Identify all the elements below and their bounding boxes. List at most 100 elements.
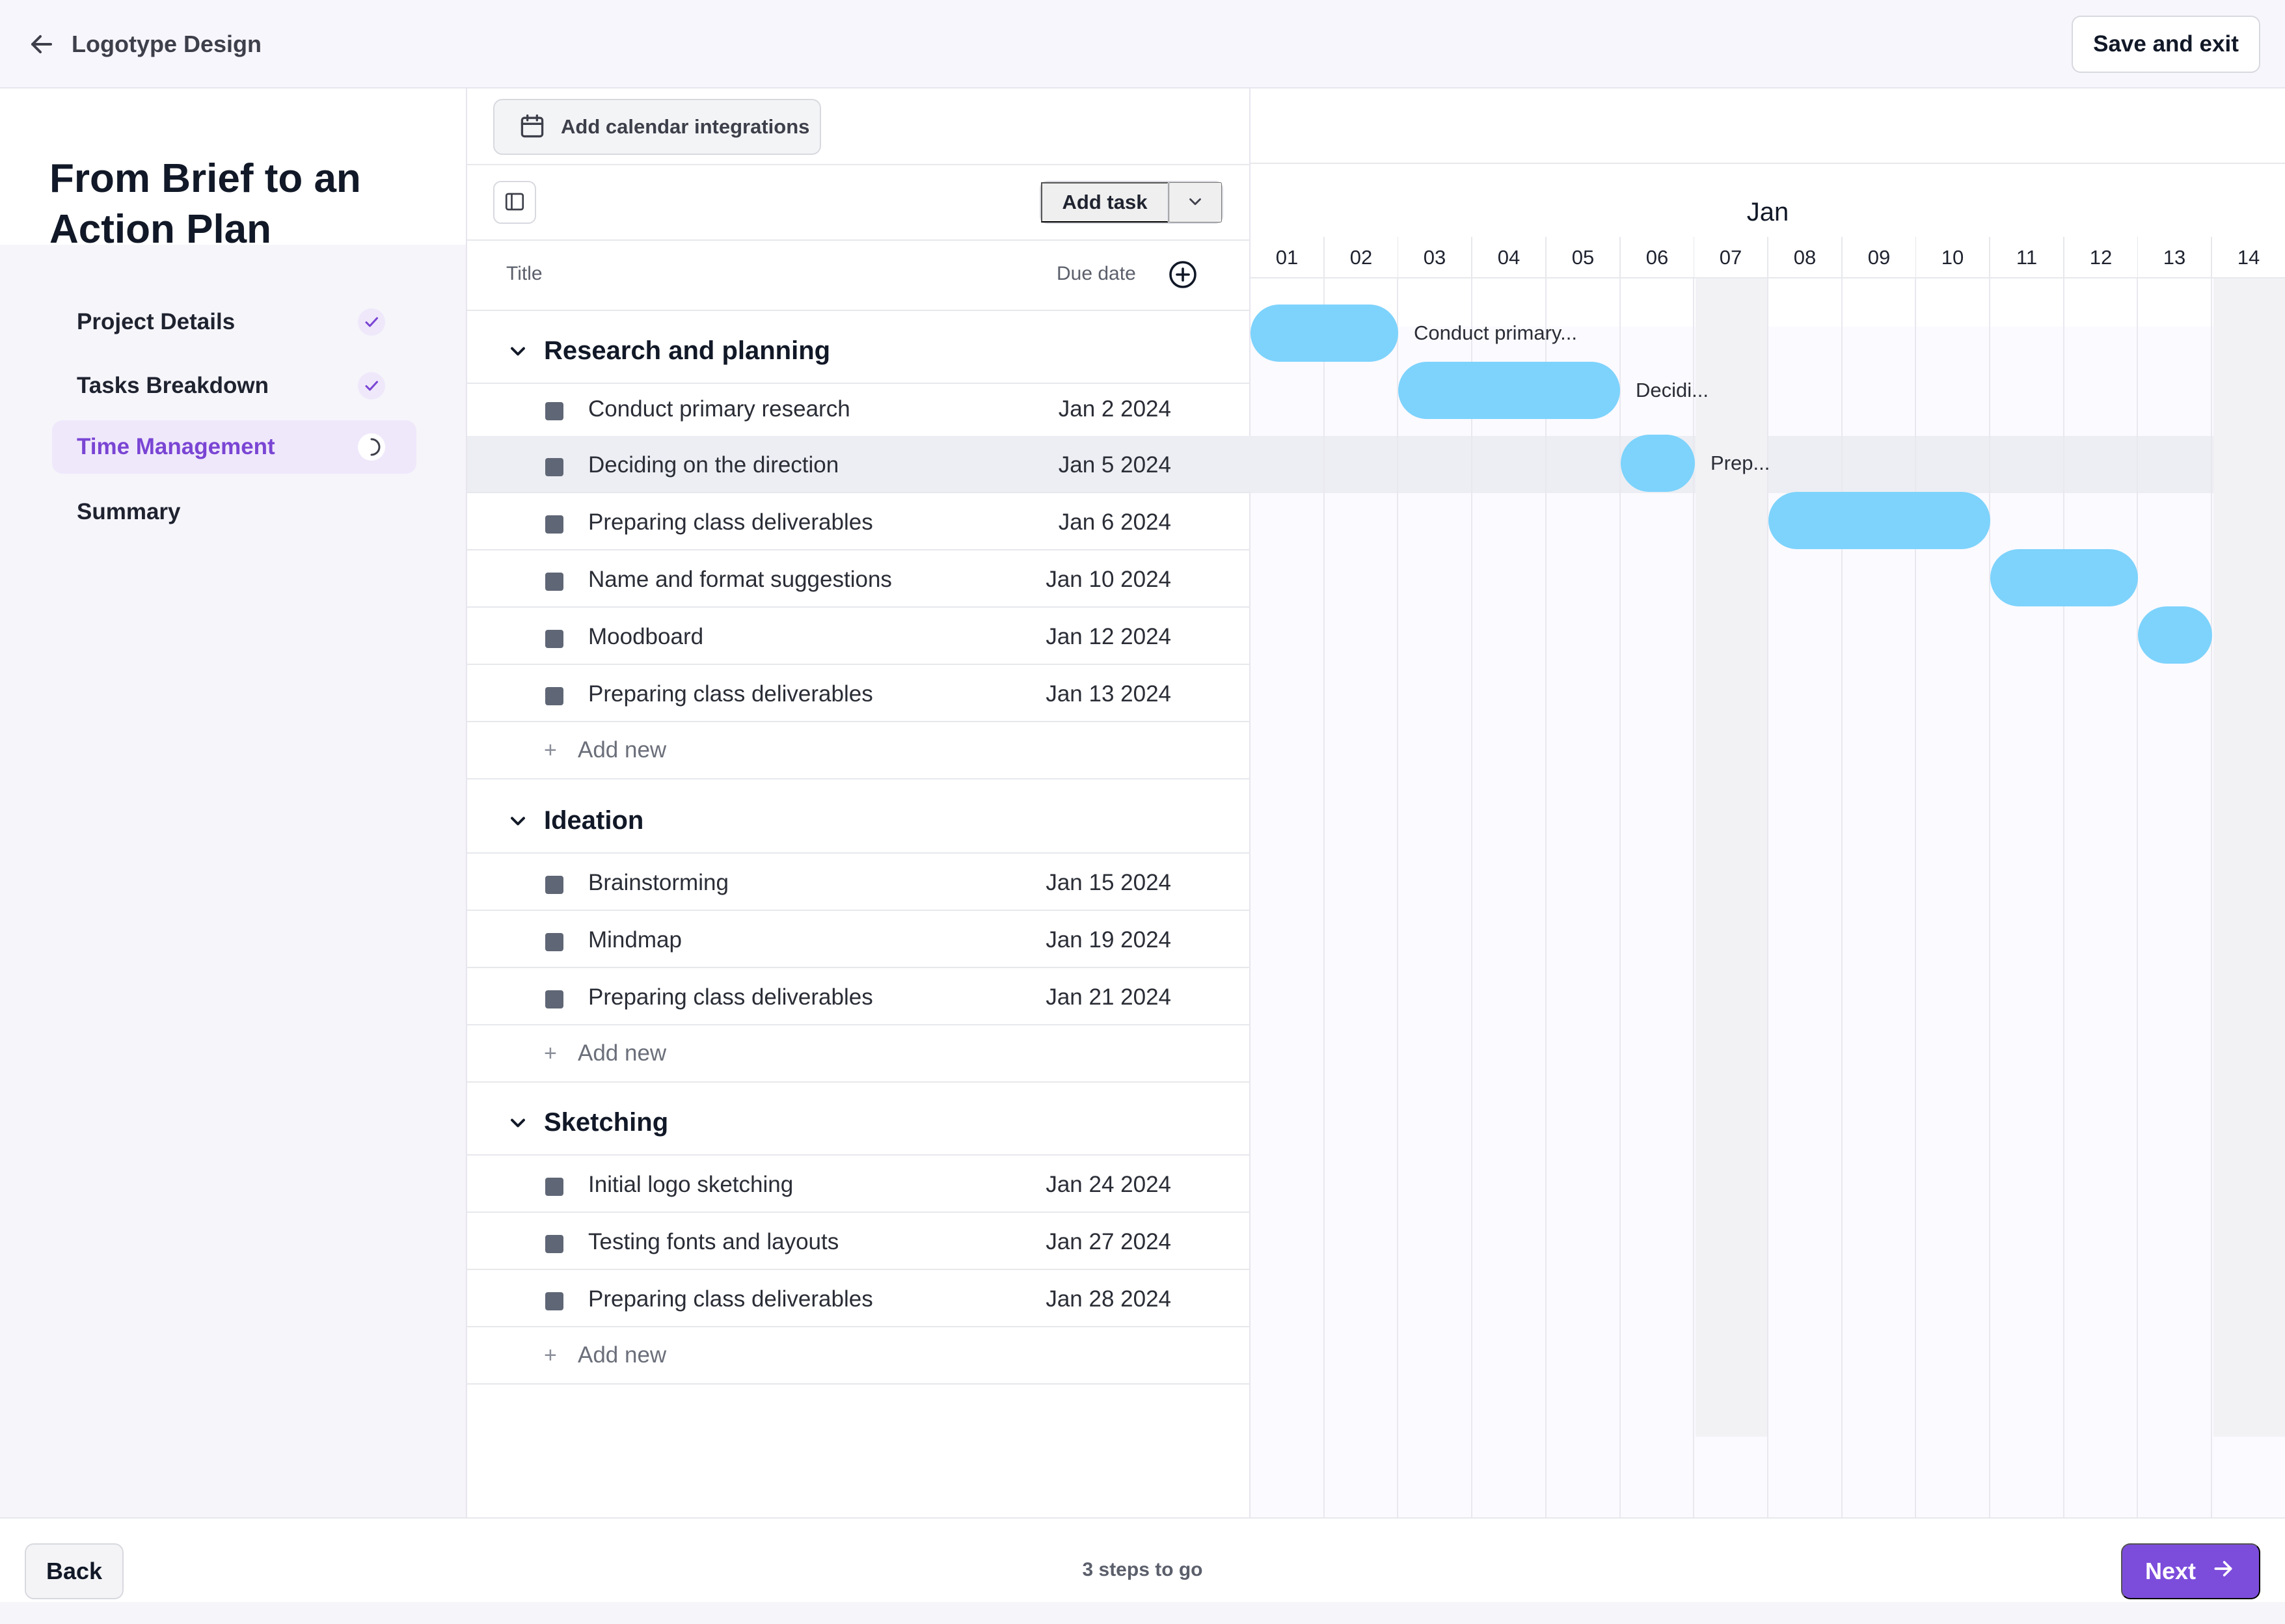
- task-due-date: Jan 27 2024: [1046, 1229, 1171, 1254]
- step-label: Summary: [77, 499, 181, 524]
- timeline-bar[interactable]: [2138, 606, 2212, 664]
- add-task-button[interactable]: Add task: [1041, 182, 1169, 223]
- chevron-down-icon[interactable]: [506, 809, 530, 833]
- task-due-date: Jan 21 2024: [1046, 984, 1171, 1010]
- save-and-exit-button[interactable]: Save and exit: [2072, 16, 2260, 73]
- task-row[interactable]: Brainstorming Jan 15 2024: [467, 854, 1251, 911]
- day-gridline: [1545, 278, 1547, 1517]
- divider: [467, 310, 1251, 311]
- day-header: 12: [2064, 237, 2139, 278]
- task-status-square-icon[interactable]: [545, 1235, 563, 1253]
- task-row[interactable]: Moodboard Jan 12 2024: [467, 608, 1251, 665]
- timeline-bar[interactable]: [1621, 435, 1695, 492]
- chevron-down-icon: [1185, 192, 1205, 213]
- task-status-square-icon[interactable]: [545, 1292, 563, 1310]
- step-label: Project Details: [77, 309, 236, 334]
- task-status-square-icon[interactable]: [545, 630, 563, 648]
- task-status-square-icon[interactable]: [545, 876, 563, 894]
- add-calendar-integrations-button[interactable]: Add calendar integrations: [493, 99, 821, 155]
- month-label: Jan: [1746, 198, 1789, 226]
- timeline-bar[interactable]: [1398, 362, 1620, 419]
- group-title: Sketching: [544, 1108, 669, 1137]
- task-row[interactable]: Name and format suggestions Jan 10 2024: [467, 550, 1251, 608]
- task-row[interactable]: Preparing class deliverables Jan 6 2024: [467, 493, 1251, 550]
- back-arrow-icon[interactable]: [26, 29, 57, 60]
- timeline-bar[interactable]: [1990, 549, 2138, 606]
- day-gridline: [1323, 278, 1325, 1517]
- step-summary[interactable]: Summary: [52, 485, 416, 539]
- divider: [467, 164, 1251, 165]
- task-title: Preparing class deliverables: [588, 681, 873, 707]
- task-status-square-icon[interactable]: [545, 687, 563, 705]
- task-status-square-icon[interactable]: [545, 990, 563, 1008]
- step-time-management[interactable]: Time Management: [52, 420, 416, 474]
- arrow-right-icon: [2210, 1556, 2236, 1588]
- task-title: Preparing class deliverables: [588, 1286, 873, 1312]
- step-project-details[interactable]: Project Details: [52, 295, 416, 349]
- task-row[interactable]: Preparing class deliverables Jan 13 2024: [467, 665, 1251, 722]
- task-due-date: Jan 24 2024: [1046, 1172, 1171, 1197]
- day-gridline: [1989, 278, 1990, 1517]
- day-header: 03: [1398, 237, 1472, 278]
- day-gridline: [2137, 278, 2138, 1517]
- chevron-down-icon[interactable]: [506, 340, 530, 363]
- plus-icon: +: [544, 1041, 557, 1066]
- timeline-bar-label: Conduct primary...: [1414, 321, 1577, 344]
- timeline-bar[interactable]: [1768, 492, 1990, 549]
- day-header: 14: [2212, 237, 2285, 278]
- task-status-square-icon[interactable]: [545, 933, 563, 951]
- plus-icon: +: [544, 738, 557, 763]
- weekend-column: [1696, 278, 1768, 1437]
- group-header-ideation[interactable]: Ideation: [467, 781, 1251, 854]
- day-header: 06: [1621, 237, 1695, 278]
- add-new-task-row[interactable]: + Add new: [467, 722, 1251, 779]
- task-status-square-icon[interactable]: [545, 1178, 563, 1196]
- footer-strip: [0, 1602, 2285, 1624]
- back-button[interactable]: Back: [25, 1543, 124, 1599]
- next-label: Next: [2144, 1558, 2197, 1584]
- task-due-date: Jan 28 2024: [1046, 1286, 1171, 1312]
- task-row[interactable]: Initial logo sketching Jan 24 2024: [467, 1156, 1251, 1213]
- add-column-icon[interactable]: [1167, 259, 1198, 290]
- sidebar-header: From Brief to an Action Plan: [0, 88, 466, 252]
- task-row[interactable]: Preparing class deliverables Jan 21 2024: [467, 968, 1251, 1025]
- task-row[interactable]: Preparing class deliverables Jan 28 2024: [467, 1270, 1251, 1327]
- next-button[interactable]: Next: [2121, 1543, 2260, 1599]
- day-gridline: [1471, 278, 1472, 1517]
- task-row[interactable]: Deciding on the direction Jan 5 2024: [467, 436, 1251, 493]
- column-header-title: Title: [506, 263, 543, 284]
- task-list-panel: Add calendar integrations Add task Title…: [467, 88, 1251, 1517]
- sidebar-toggle-button[interactable]: [493, 181, 536, 224]
- day-gridline: [1693, 278, 1694, 1517]
- task-due-date: Jan 12 2024: [1046, 624, 1171, 649]
- add-new-task-row[interactable]: + Add new: [467, 1025, 1251, 1083]
- task-row[interactable]: Conduct primary research Jan 2 2024: [467, 380, 1251, 437]
- task-status-square-icon[interactable]: [545, 402, 563, 420]
- step-tasks-breakdown[interactable]: Tasks Breakdown: [52, 359, 416, 413]
- chevron-down-icon[interactable]: [506, 1111, 530, 1135]
- day-gridline: [1915, 278, 1916, 1517]
- task-due-date: Jan 10 2024: [1046, 567, 1171, 592]
- day-gridline: [1841, 278, 1843, 1517]
- task-title: Preparing class deliverables: [588, 984, 873, 1010]
- task-row[interactable]: Testing fonts and layouts Jan 27 2024: [467, 1213, 1251, 1270]
- timeline-bar[interactable]: [1251, 304, 1398, 362]
- timeline-bar-label: Decidi...: [1636, 379, 1709, 401]
- add-task-dropdown-button[interactable]: [1169, 182, 1222, 223]
- task-status-square-icon[interactable]: [545, 515, 563, 534]
- task-title: Name and format suggestions: [588, 567, 892, 592]
- group-title: Ideation: [544, 806, 644, 835]
- group-header-research[interactable]: Research and planning: [467, 311, 1251, 384]
- timeline-bar-label: Prep...: [1710, 452, 1770, 474]
- task-title: Moodboard: [588, 624, 704, 649]
- task-title: Preparing class deliverables: [588, 509, 873, 535]
- add-new-task-row[interactable]: + Add new: [467, 1327, 1251, 1385]
- top-bar: Logotype Design Save and exit: [0, 0, 2285, 88]
- column-header-due-date[interactable]: Due date: [1057, 263, 1136, 284]
- task-row[interactable]: Mindmap Jan 19 2024: [467, 911, 1251, 968]
- add-new-label: Add new: [578, 1040, 667, 1066]
- task-title: Testing fonts and layouts: [588, 1229, 839, 1254]
- task-status-square-icon[interactable]: [545, 573, 563, 591]
- task-status-square-icon[interactable]: [545, 458, 563, 476]
- group-header-sketching[interactable]: Sketching: [467, 1083, 1251, 1156]
